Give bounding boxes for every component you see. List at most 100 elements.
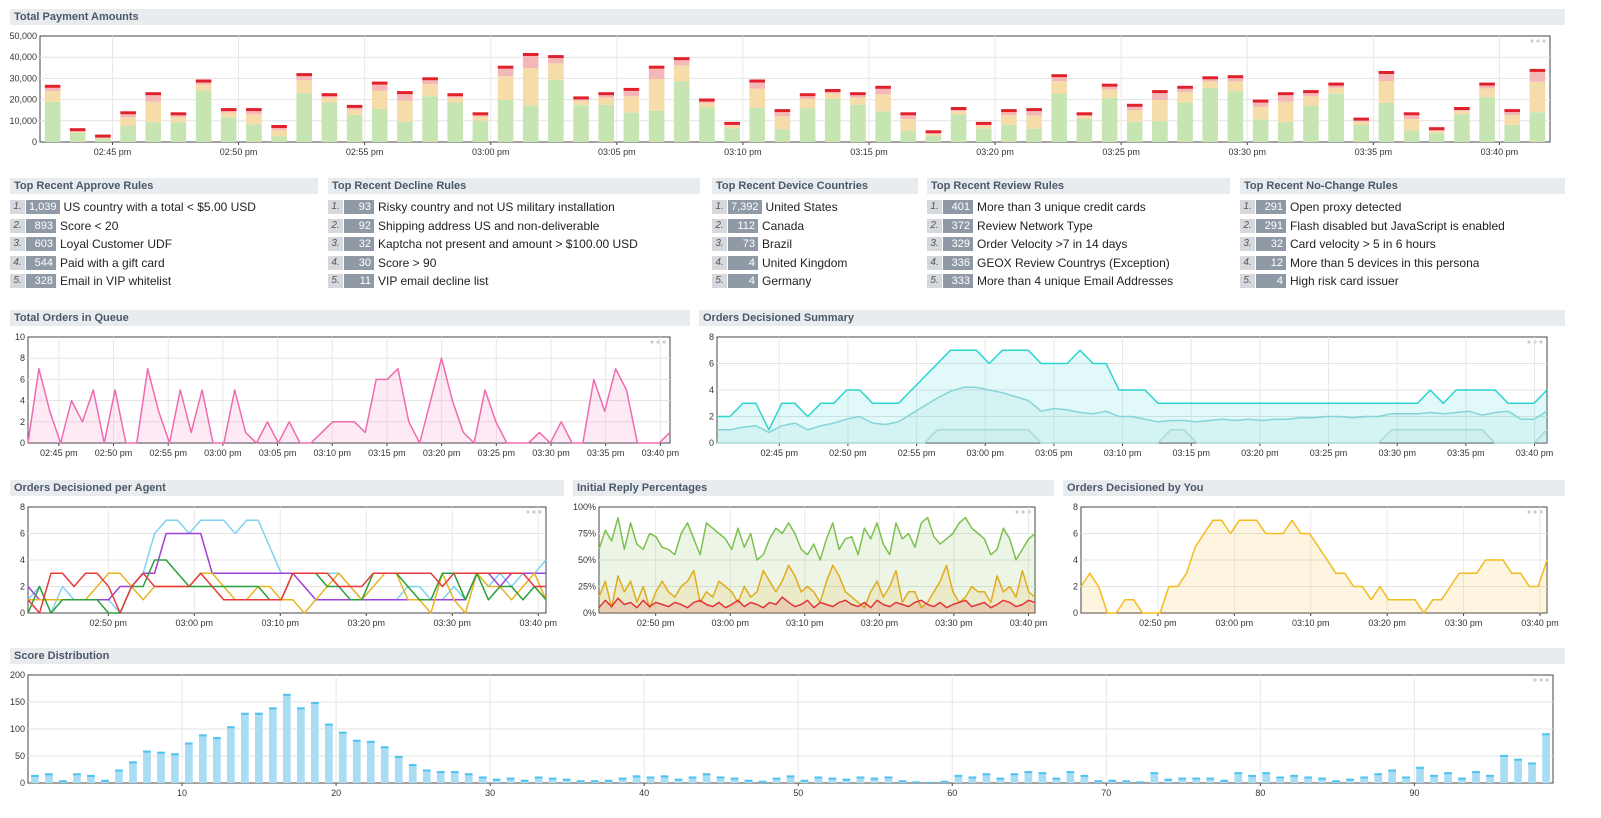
y-tick-label: 2 [709, 412, 714, 422]
payment-bar [1303, 90, 1319, 142]
panel-title: Top Recent Approve Rules [10, 178, 318, 194]
score-bar [1150, 772, 1158, 783]
x-tick-label: 03:30 pm [1445, 618, 1483, 628]
score-bar [871, 778, 879, 783]
payment-bar [1253, 100, 1269, 142]
count-badge: 12 [1256, 256, 1286, 270]
count-badge: 372 [943, 219, 973, 233]
rank-badge: 1. [927, 200, 942, 214]
rule-text: Score > 90 [378, 256, 436, 270]
x-tick-label: 90 [1409, 788, 1419, 798]
x-tick-label: 10 [177, 788, 187, 798]
score-bar [801, 780, 809, 783]
score-bar [647, 777, 655, 784]
score-bar [913, 781, 921, 783]
chart-menu-icon [1539, 340, 1542, 343]
y-tick-label: 0 [20, 608, 25, 618]
x-tick-label: 03:00 pm [472, 147, 510, 157]
payment-bar [145, 92, 161, 142]
count-badge: 4 [1256, 274, 1286, 288]
payment-bar [196, 80, 212, 143]
rank-badge: 4. [927, 256, 942, 270]
score-bar [367, 741, 375, 783]
payment-bar [926, 130, 942, 142]
x-tick-label: 03:00 pm [1216, 618, 1254, 628]
score-bar [997, 778, 1005, 783]
score-bar [703, 773, 711, 783]
payment-bar [1102, 84, 1118, 142]
payment-bar [422, 77, 438, 142]
y-tick-label: 0 [709, 438, 714, 448]
score-bar [1122, 780, 1130, 783]
x-tick-label: 03:10 pm [724, 147, 762, 157]
payment-bar [951, 107, 967, 142]
x-tick-label: 03:05 pm [598, 147, 636, 157]
x-tick-label: 03:35 pm [587, 448, 625, 458]
count-badge: 1,039 [26, 200, 60, 214]
payment-bar [1228, 75, 1244, 142]
y-tick-label: 2 [1073, 582, 1078, 592]
score-bar [745, 780, 753, 783]
count-badge: 73 [728, 237, 758, 251]
x-tick-label: 03:15 pm [368, 448, 406, 458]
score-bar [717, 777, 725, 784]
y-tick-label: 200 [10, 670, 25, 680]
payment-bar [1379, 71, 1395, 142]
panel-title: Orders Decisioned by You [1063, 480, 1565, 496]
rank-badge: 3. [1240, 237, 1255, 251]
x-tick-label: 20 [331, 788, 341, 798]
count-badge: 4 [728, 274, 758, 288]
y-tick-label: 25% [578, 582, 596, 592]
score-bar [45, 773, 53, 783]
y-tick-label: 20,000 [10, 95, 37, 105]
score-bar [283, 694, 291, 783]
payment-bar [1202, 76, 1218, 142]
payment-bar [775, 109, 791, 142]
payment-bar [1077, 112, 1093, 142]
y-tick-label: 10,000 [10, 116, 37, 126]
payment-bar [875, 86, 891, 142]
score-bar [241, 713, 249, 783]
rank-badge: 5. [1240, 274, 1255, 288]
score-bar [311, 702, 319, 783]
score-bar [269, 707, 277, 783]
chart-menu-icon [1539, 678, 1542, 681]
score-bar [227, 726, 235, 783]
y-tick-label: 100 [10, 724, 25, 734]
count-badge: 7,392 [728, 200, 762, 214]
rank-badge: 3. [10, 237, 25, 251]
rule-text: VIP email decline list [378, 274, 489, 288]
score-bar [465, 773, 473, 783]
score-bar [1486, 775, 1494, 783]
reply-panel: Initial Reply Percentages 0%25%50%75%100… [573, 480, 1054, 635]
x-tick-label: 03:05 pm [259, 448, 297, 458]
panel-title: Initial Reply Percentages [573, 480, 1054, 496]
score-bar [521, 780, 529, 783]
score-bar [199, 734, 207, 783]
rule-text: Open proxy detected [1290, 200, 1401, 214]
score-bar [1388, 770, 1396, 784]
chart-menu-icon [1530, 39, 1533, 42]
x-tick-label: 03:00 pm [711, 618, 749, 628]
score-bar [1346, 779, 1354, 783]
rank-badge: 3. [927, 237, 942, 251]
score-bar [185, 743, 193, 784]
chart-menu-icon [656, 340, 659, 343]
payment-bar [1278, 92, 1294, 142]
score-bar [1136, 781, 1144, 783]
y-tick-label: 4 [20, 396, 25, 406]
chart-menu-icon [1542, 39, 1545, 42]
x-tick-label: 03:20 pm [861, 618, 899, 628]
payment-bar [800, 93, 816, 142]
rule-text: Card velocity > 5 in 6 hours [1290, 237, 1436, 251]
chart-menu-icon [532, 510, 535, 513]
